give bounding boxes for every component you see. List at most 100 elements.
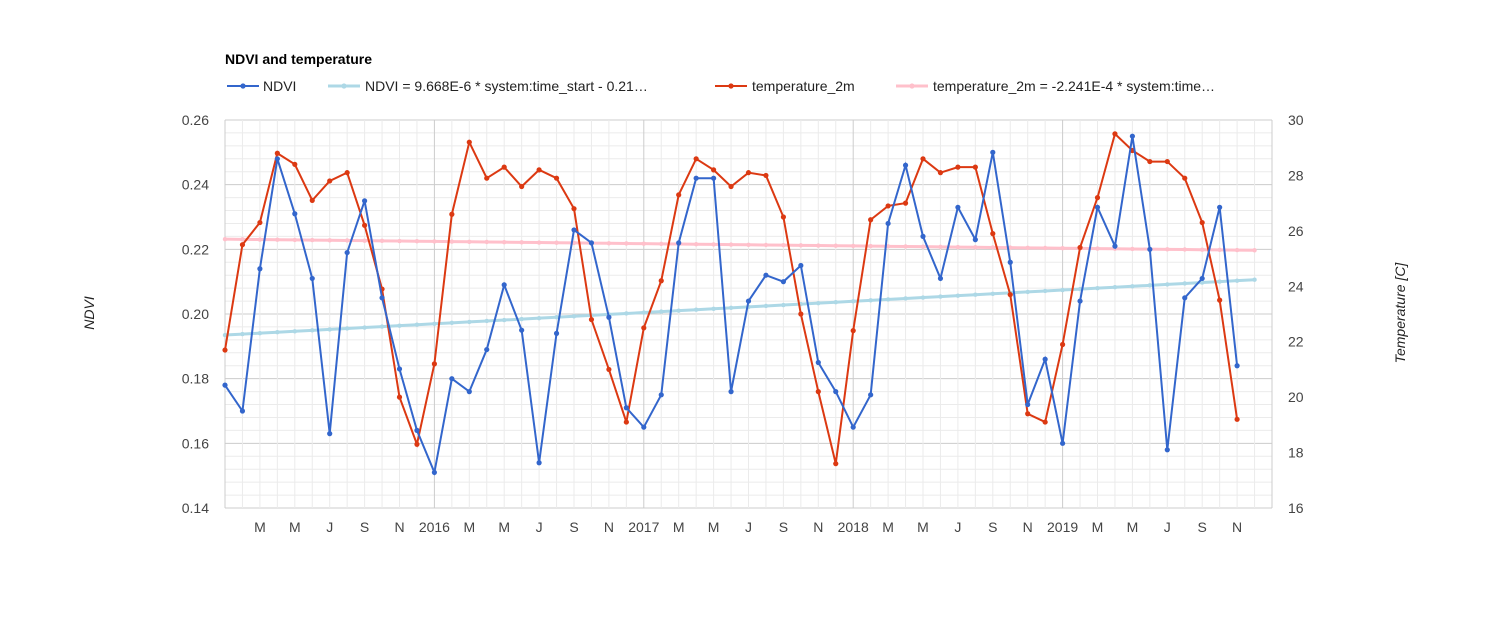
- series-ndvi-point[interactable]: [536, 460, 542, 466]
- series-temperature-point[interactable]: [327, 178, 333, 184]
- series-ndvi-point[interactable]: [449, 376, 455, 382]
- legend-item-ndvi[interactable]: NDVI: [227, 78, 296, 94]
- series-temperature-point[interactable]: [553, 175, 560, 181]
- series-ndvi-point[interactable]: [990, 149, 996, 155]
- series-ndvi-point[interactable]: [1007, 259, 1013, 265]
- series-ndvi-point[interactable]: [1025, 401, 1031, 408]
- series-temperature-point[interactable]: [815, 389, 821, 395]
- series-temperature-point[interactable]: [1234, 416, 1240, 422]
- series-temperature-point[interactable]: [222, 347, 228, 353]
- series-ndvi-point[interactable]: [937, 275, 944, 282]
- series-ndvi-point[interactable]: [274, 156, 280, 162]
- series-temperature-point[interactable]: [902, 200, 909, 206]
- series-temperature-point[interactable]: [396, 394, 403, 400]
- series-temperature-point[interactable]: [623, 419, 629, 425]
- series-ndvi-point[interactable]: [239, 408, 246, 414]
- series-ndvi-point[interactable]: [763, 272, 769, 278]
- series-ndvi-point[interactable]: [1164, 447, 1170, 453]
- series-ndvi-point[interactable]: [1060, 440, 1066, 446]
- series-ndvi-point[interactable]: [693, 175, 699, 181]
- series-temperature-point[interactable]: [449, 211, 455, 217]
- series-temperature-point[interactable]: [693, 156, 699, 162]
- series-ndvi-point[interactable]: [1094, 204, 1101, 210]
- series-temperature-point[interactable]: [257, 219, 263, 226]
- series-ndvi-point[interactable]: [344, 249, 350, 256]
- series-ndvi-point[interactable]: [641, 424, 647, 430]
- series-ndvi-point[interactable]: [1182, 295, 1188, 301]
- series-ndvi-point[interactable]: [780, 279, 787, 285]
- series-ndvi-point[interactable]: [1042, 356, 1048, 362]
- series-ndvi-point[interactable]: [623, 405, 629, 411]
- series-temperature-point[interactable]: [431, 361, 437, 367]
- series-ndvi-point[interactable]: [955, 204, 961, 210]
- series-temperature-point[interactable]: [676, 192, 682, 198]
- series-temperature-point[interactable]: [1094, 195, 1101, 201]
- series-temperature-point[interactable]: [745, 170, 752, 176]
- series-ndvi-point[interactable]: [833, 389, 839, 395]
- series-temperature-point[interactable]: [309, 197, 315, 203]
- series-ndvi-point[interactable]: [920, 233, 926, 239]
- series-ndvi-point[interactable]: [745, 298, 752, 304]
- series-temperature-point[interactable]: [1060, 341, 1066, 348]
- series-temperature-point[interactable]: [780, 214, 787, 220]
- series-ndvi-point[interactable]: [676, 240, 682, 246]
- series-ndvi-point[interactable]: [327, 431, 333, 437]
- series-temperature-point[interactable]: [239, 242, 246, 248]
- series-ndvi-point[interactable]: [222, 382, 228, 388]
- series-temperature-point[interactable]: [344, 170, 350, 176]
- series-ndvi-point[interactable]: [414, 427, 420, 433]
- series-temperature-point[interactable]: [1007, 292, 1013, 298]
- series-temperature-point[interactable]: [1164, 158, 1170, 165]
- legend-item-ndvi-trend[interactable]: NDVI = 9.668E-6 * system:time_start - 0.…: [328, 78, 648, 94]
- series-ndvi-point[interactable]: [571, 227, 577, 233]
- series-ndvi-point[interactable]: [850, 424, 856, 430]
- series-temperature-point[interactable]: [1217, 297, 1223, 303]
- series-temperature-point[interactable]: [868, 217, 874, 223]
- series-temperature-point[interactable]: [362, 222, 368, 228]
- series-temperature-point[interactable]: [1182, 175, 1188, 181]
- series-ndvi-point[interactable]: [1199, 275, 1205, 282]
- series-ndvi-point[interactable]: [868, 392, 874, 398]
- legend-item-temperature-trend[interactable]: temperature_2m = -2.241E-4 * system:time…: [896, 78, 1215, 94]
- series-temperature-point[interactable]: [1199, 219, 1205, 226]
- series-temperature-point[interactable]: [937, 170, 944, 176]
- series-temperature-point[interactable]: [1042, 419, 1048, 425]
- series-temperature-point[interactable]: [955, 164, 961, 170]
- series-ndvi-point[interactable]: [798, 262, 804, 269]
- series-temperature-point[interactable]: [484, 175, 490, 181]
- series-ndvi-point[interactable]: [501, 282, 507, 288]
- series-ndvi-point[interactable]: [1217, 204, 1223, 210]
- series-temperature-point[interactable]: [274, 150, 280, 156]
- series-ndvi-point[interactable]: [379, 295, 385, 301]
- series-ndvi-point[interactable]: [553, 330, 560, 336]
- series-ndvi-point[interactable]: [484, 346, 490, 353]
- series-ndvi-point[interactable]: [519, 327, 525, 333]
- series-temperature-point[interactable]: [920, 156, 926, 162]
- series-ndvi-point[interactable]: [711, 175, 717, 181]
- series-ndvi-point[interactable]: [257, 266, 263, 272]
- series-temperature-point[interactable]: [850, 328, 856, 334]
- series-temperature-point[interactable]: [972, 164, 978, 170]
- series-temperature-point[interactable]: [466, 139, 472, 145]
- series-temperature-point[interactable]: [798, 311, 804, 317]
- series-ndvi-point[interactable]: [606, 314, 612, 320]
- series-ndvi-point[interactable]: [1112, 243, 1118, 249]
- series-temperature-point[interactable]: [885, 203, 891, 209]
- series-ndvi-point[interactable]: [396, 366, 403, 372]
- series-ndvi-point[interactable]: [588, 240, 595, 246]
- series-ndvi-point[interactable]: [815, 359, 821, 366]
- series-ndvi-point[interactable]: [885, 220, 891, 227]
- series-temperature-point[interactable]: [1147, 158, 1153, 165]
- series-ndvi-point[interactable]: [309, 275, 315, 282]
- series-ndvi-point[interactable]: [728, 389, 734, 395]
- series-ndvi-point[interactable]: [431, 469, 437, 476]
- series-temperature-point[interactable]: [571, 206, 577, 212]
- series-ndvi-point[interactable]: [1077, 298, 1083, 304]
- series-temperature-point[interactable]: [763, 172, 769, 179]
- series-temperature-point[interactable]: [711, 167, 717, 173]
- series-temperature-point[interactable]: [414, 441, 420, 447]
- series-ndvi-point[interactable]: [362, 198, 368, 204]
- series-temperature-point[interactable]: [588, 316, 595, 323]
- series-ndvi-point[interactable]: [902, 162, 909, 168]
- series-temperature-point[interactable]: [833, 461, 839, 467]
